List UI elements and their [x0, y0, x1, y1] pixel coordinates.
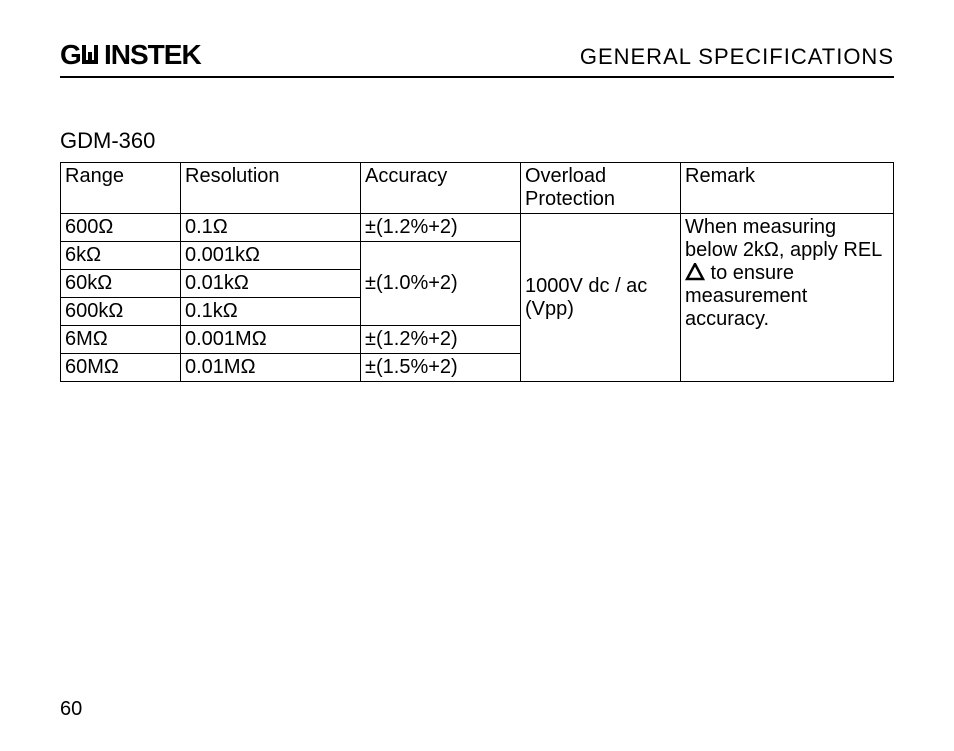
gwinstek-logo-icon: G INSTEK	[60, 40, 240, 70]
cell-resolution: 0.1kΩ	[181, 298, 361, 326]
delta-icon	[685, 263, 705, 281]
brand-logo: G INSTEK	[60, 40, 240, 70]
cell-accuracy: ±(1.2%+2)	[361, 214, 521, 242]
model-title: GDM-360	[60, 128, 894, 154]
header-range: Range	[61, 163, 181, 214]
cell-range: 60MΩ	[61, 354, 181, 382]
cell-range: 600kΩ	[61, 298, 181, 326]
cell-accuracy: ±(1.5%+2)	[361, 354, 521, 382]
cell-accuracy: ±(1.0%+2)	[361, 242, 521, 326]
cell-resolution: 0.01kΩ	[181, 270, 361, 298]
cell-resolution: 0.1Ω	[181, 214, 361, 242]
cell-accuracy: ±(1.2%+2)	[361, 326, 521, 354]
cell-resolution: 0.01MΩ	[181, 354, 361, 382]
cell-resolution: 0.001kΩ	[181, 242, 361, 270]
cell-remark: When measuring below 2kΩ, apply REL to e…	[681, 214, 894, 382]
header-accuracy: Accuracy	[361, 163, 521, 214]
remark-text-pre: When measuring below 2kΩ, apply REL	[685, 216, 882, 261]
cell-range: 6kΩ	[61, 242, 181, 270]
cell-range: 600Ω	[61, 214, 181, 242]
svg-text:G: G	[60, 40, 81, 70]
spec-table: Range Resolution Accuracy Overload Prote…	[60, 162, 894, 382]
cell-range: 60kΩ	[61, 270, 181, 298]
table-header-row: Range Resolution Accuracy Overload Prote…	[61, 163, 894, 214]
table-row: 600Ω 0.1Ω ±(1.2%+2) 1000V dc / ac (Vpp) …	[61, 214, 894, 242]
page-header: G INSTEK GENERAL SPECIFICATIONS	[60, 40, 894, 78]
header-overload: Overload Protection	[521, 163, 681, 214]
svg-text:INSTEK: INSTEK	[104, 40, 201, 70]
header-resolution: Resolution	[181, 163, 361, 214]
header-remark: Remark	[681, 163, 894, 214]
section-title: GENERAL SPECIFICATIONS	[580, 44, 894, 70]
page-number: 60	[60, 698, 82, 721]
cell-range: 6MΩ	[61, 326, 181, 354]
cell-resolution: 0.001MΩ	[181, 326, 361, 354]
cell-overload: 1000V dc / ac (Vpp)	[521, 214, 681, 382]
